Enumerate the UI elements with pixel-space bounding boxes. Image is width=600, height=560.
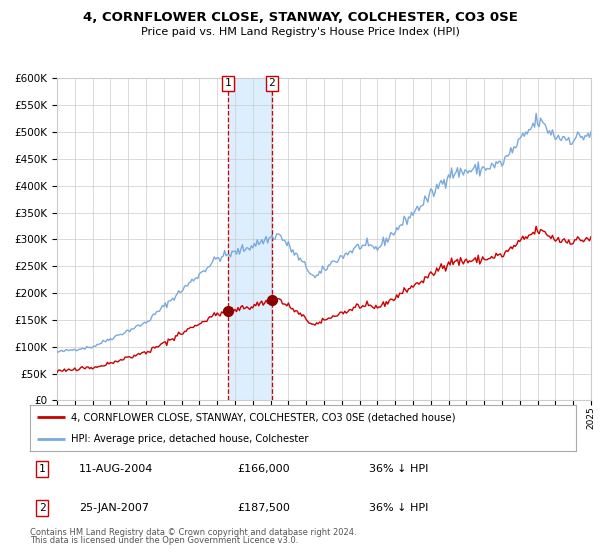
Text: £166,000: £166,000	[238, 464, 290, 474]
Bar	[228, 78, 272, 400]
Text: 36% ↓ HPI: 36% ↓ HPI	[368, 464, 428, 474]
Text: £187,500: £187,500	[238, 503, 290, 513]
Text: 2: 2	[38, 503, 46, 513]
Text: 1: 1	[224, 78, 231, 88]
Text: HPI: Average price, detached house, Colchester: HPI: Average price, detached house, Colc…	[71, 435, 308, 444]
Text: 25-JAN-2007: 25-JAN-2007	[79, 503, 149, 513]
Text: 36% ↓ HPI: 36% ↓ HPI	[368, 503, 428, 513]
Text: 4, CORNFLOWER CLOSE, STANWAY, COLCHESTER, CO3 0SE: 4, CORNFLOWER CLOSE, STANWAY, COLCHESTER…	[83, 11, 517, 24]
Text: 11-AUG-2004: 11-AUG-2004	[79, 464, 154, 474]
Text: Contains HM Land Registry data © Crown copyright and database right 2024.: Contains HM Land Registry data © Crown c…	[30, 528, 356, 536]
Text: This data is licensed under the Open Government Licence v3.0.: This data is licensed under the Open Gov…	[30, 536, 298, 545]
Text: 2: 2	[268, 78, 275, 88]
Text: Price paid vs. HM Land Registry's House Price Index (HPI): Price paid vs. HM Land Registry's House …	[140, 27, 460, 37]
Text: 1: 1	[38, 464, 46, 474]
Text: 4, CORNFLOWER CLOSE, STANWAY, COLCHESTER, CO3 0SE (detached house): 4, CORNFLOWER CLOSE, STANWAY, COLCHESTER…	[71, 412, 455, 422]
